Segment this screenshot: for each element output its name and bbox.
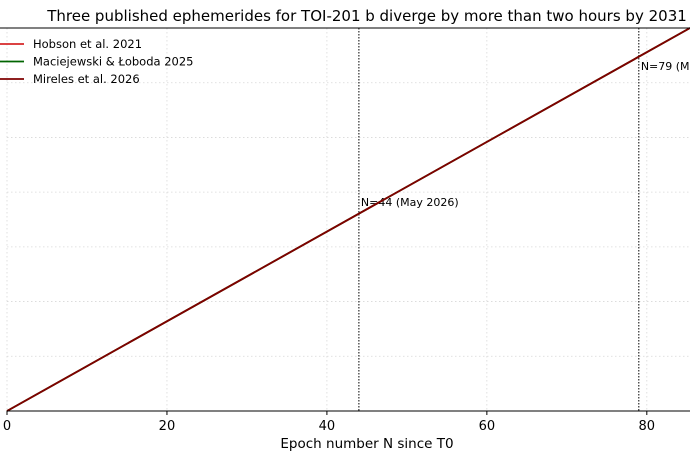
legend-label: Maciejewski & Łoboda 2025	[33, 55, 193, 69]
x-axis-label: Epoch number N since T0	[280, 436, 453, 452]
x-tick-label: 20	[159, 419, 176, 434]
x-tick-label: 60	[479, 419, 496, 434]
legend: Hobson et al. 2021 Maciejewski & Łoboda 2…	[0, 37, 193, 86]
x-tick-label: 0	[3, 419, 11, 434]
legend-label: Mireles et al. 2026	[33, 72, 140, 86]
vertical-markers: N=44 (May 2026) N=79 (M	[358, 28, 690, 411]
series-lines	[6, 27, 690, 412]
vline-label: N=44 (May 2026)	[361, 196, 459, 209]
x-tick-label: 40	[319, 419, 336, 434]
vline-label: N=79 (M	[641, 60, 690, 73]
x-tick-label: 80	[639, 419, 656, 434]
series-line	[6, 27, 690, 412]
axes: 0 20 40 60 80	[0, 27, 690, 434]
grid	[6, 28, 690, 411]
chart-title: Three published ephemerides for TOI-201 …	[46, 7, 687, 25]
legend-label: Hobson et al. 2021	[33, 37, 142, 51]
